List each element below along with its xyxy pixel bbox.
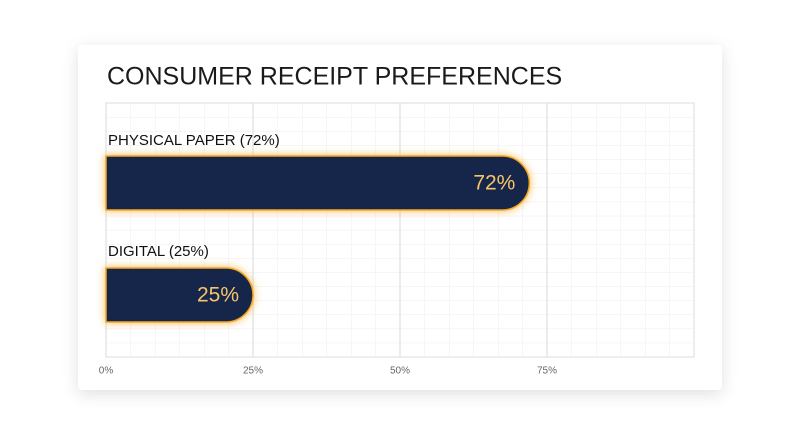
chart-title: CONSUMER RECEIPT PREFERENCES: [107, 63, 562, 91]
bar: [105, 267, 254, 323]
x-tick-label: 75%: [537, 366, 557, 377]
bar: [105, 155, 531, 211]
x-tick-label: 0%: [99, 366, 114, 377]
x-tick-label: 25%: [243, 366, 263, 377]
category-label: DIGITAL (25%): [108, 243, 209, 260]
value-label: 25%: [197, 284, 239, 307]
value-label: 72%: [473, 172, 515, 195]
x-tick-label: 50%: [390, 366, 410, 377]
category-label: PHYSICAL PAPER (72%): [108, 132, 280, 149]
